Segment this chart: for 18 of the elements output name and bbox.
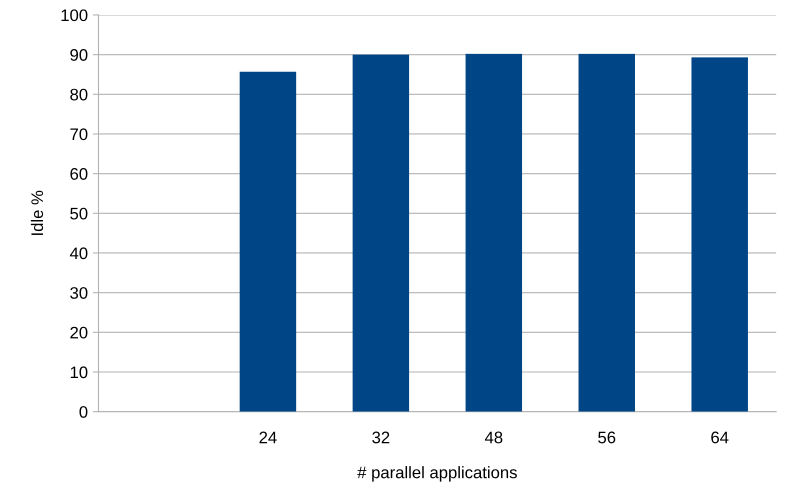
y-tick-label: 50 (70, 208, 88, 220)
y-tick-label: 90 (70, 49, 88, 61)
x-tick-label: 48 (484, 432, 502, 444)
y-tick-label: 100 (62, 9, 88, 22)
x-tick-label: 64 (711, 432, 728, 444)
x-tick-label: 56 (598, 432, 616, 444)
y-tick-label: 60 (70, 168, 88, 180)
y-tick-label: 20 (70, 326, 88, 339)
y-tick-label: 80 (70, 88, 88, 101)
y-tick-label: 40 (70, 247, 88, 260)
x-tick-label: 32 (372, 432, 390, 444)
y-axis-title: Idle % (30, 190, 44, 235)
x-axis-title: # parallel applications (357, 466, 517, 482)
y-tick-label: 0 (79, 406, 88, 418)
y-tick-label: 10 (70, 366, 88, 378)
y-tick-label: 30 (70, 287, 88, 299)
x-tick-label: 24 (259, 432, 277, 444)
y-tick-label: 70 (70, 128, 88, 140)
